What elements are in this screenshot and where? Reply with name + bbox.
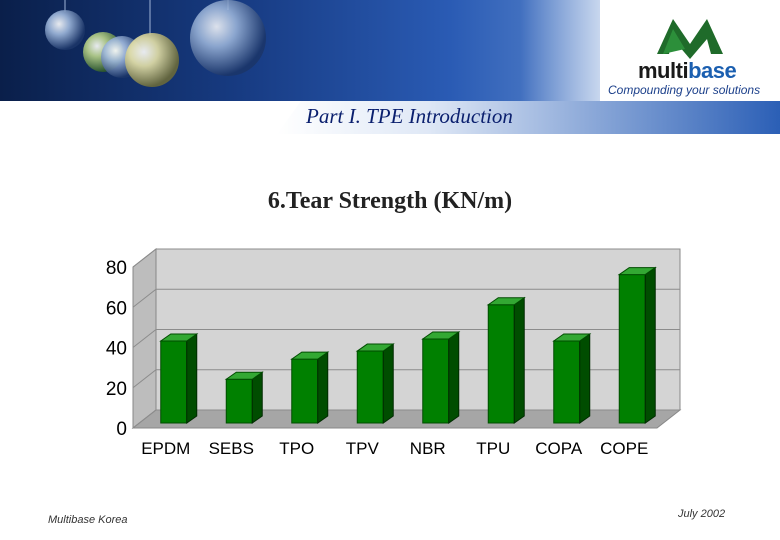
y-tick-label: 80 bbox=[106, 258, 127, 279]
gridline bbox=[132, 288, 680, 308]
x-tick-label: COPA bbox=[535, 439, 583, 458]
bar bbox=[422, 338, 450, 424]
bar bbox=[291, 358, 319, 424]
footer-date: July 2002 bbox=[678, 508, 726, 520]
x-tick-label: TPU bbox=[476, 439, 510, 458]
bar-top bbox=[421, 331, 461, 340]
bar-top bbox=[355, 343, 395, 352]
footer-company: Multibase Korea bbox=[48, 514, 128, 526]
gridline bbox=[132, 248, 680, 268]
bar-side bbox=[186, 333, 198, 424]
logo-tagline: Compounding your solutions bbox=[608, 83, 761, 97]
bar-side bbox=[382, 343, 394, 424]
bar-side bbox=[251, 371, 263, 424]
bar-side bbox=[448, 331, 460, 424]
logo-wordmark: multibase bbox=[638, 58, 737, 83]
y-tick-label: 0 bbox=[116, 419, 127, 440]
x-tick-label: TPV bbox=[346, 439, 380, 458]
bar-top bbox=[617, 267, 657, 276]
x-tick-label: NBR bbox=[410, 439, 446, 458]
x-tick-label: COPE bbox=[600, 439, 648, 458]
bar-top bbox=[486, 297, 526, 306]
x-tick-label: SEBS bbox=[209, 439, 254, 458]
section-title: Part I. TPE Introduction bbox=[306, 104, 513, 128]
bar bbox=[356, 350, 384, 424]
x-tick-label: EPDM bbox=[141, 439, 190, 458]
section-title-bar bbox=[277, 101, 780, 134]
header-banner: multibase Compounding your solutions bbox=[0, 0, 780, 101]
y-tick-label: 60 bbox=[106, 298, 127, 319]
y-tick-label: 20 bbox=[106, 379, 127, 400]
glass-spheres-image bbox=[45, 0, 266, 87]
bar bbox=[487, 304, 515, 424]
bar bbox=[618, 274, 646, 424]
y-tick-label: 40 bbox=[106, 339, 127, 360]
bar-side bbox=[513, 296, 525, 424]
chart-title: 6.Tear Strength (KN/m) bbox=[267, 188, 513, 214]
bar-side bbox=[579, 333, 591, 424]
bar bbox=[160, 340, 188, 424]
bar bbox=[225, 378, 253, 424]
multibase-logo-icon bbox=[657, 19, 723, 59]
bar bbox=[553, 340, 581, 424]
bar-top bbox=[159, 333, 199, 342]
bar-side bbox=[317, 351, 329, 424]
chart-floor bbox=[131, 409, 682, 429]
bar-top bbox=[290, 351, 330, 360]
x-tick-label: TPO bbox=[279, 439, 314, 458]
bar-top bbox=[552, 333, 592, 342]
bar-top bbox=[224, 371, 264, 380]
bar-side bbox=[644, 266, 656, 424]
